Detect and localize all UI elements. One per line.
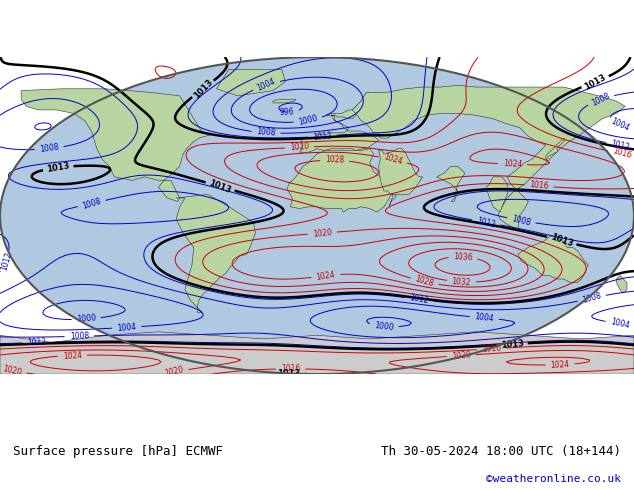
Text: 1016: 1016 [281, 365, 301, 373]
Text: Surface pressure [hPa] ECMWF: Surface pressure [hPa] ECMWF [13, 445, 223, 458]
Text: 1036: 1036 [453, 252, 473, 262]
Text: 1016: 1016 [611, 147, 632, 161]
Text: 1012: 1012 [0, 251, 13, 272]
Text: 1028: 1028 [414, 274, 435, 289]
Text: 1004: 1004 [609, 117, 631, 133]
Text: Th 30-05-2024 18:00 UTC (18+144): Th 30-05-2024 18:00 UTC (18+144) [381, 445, 621, 458]
Text: 1024: 1024 [550, 360, 570, 369]
Text: 1020: 1020 [164, 366, 184, 378]
Text: 1020: 1020 [313, 228, 332, 239]
Text: 1004: 1004 [474, 312, 495, 323]
Text: 1012: 1012 [313, 131, 332, 142]
Polygon shape [176, 195, 256, 313]
Polygon shape [486, 177, 507, 212]
Polygon shape [616, 275, 627, 293]
Text: 1013: 1013 [208, 178, 233, 195]
Polygon shape [0, 332, 634, 374]
Text: 1013: 1013 [46, 161, 70, 174]
Text: 996: 996 [280, 107, 295, 117]
Text: 1016: 1016 [529, 180, 549, 191]
Polygon shape [273, 99, 296, 103]
Text: 1000: 1000 [298, 114, 319, 127]
Text: 1012: 1012 [27, 338, 47, 347]
Text: 1013: 1013 [583, 73, 607, 91]
Text: 1004: 1004 [117, 322, 137, 333]
Polygon shape [353, 85, 625, 230]
Text: 1008: 1008 [511, 214, 532, 227]
Text: 1013: 1013 [500, 339, 524, 350]
Text: 1004: 1004 [256, 77, 277, 93]
Text: 1000: 1000 [76, 314, 96, 324]
Text: 1008: 1008 [81, 196, 102, 211]
Text: 1004: 1004 [609, 318, 630, 330]
Text: 1008: 1008 [256, 127, 276, 138]
Text: 1028: 1028 [325, 155, 344, 165]
Polygon shape [287, 148, 396, 212]
Text: 1020: 1020 [290, 142, 309, 152]
Text: 1008: 1008 [590, 91, 611, 108]
Text: ©weatheronline.co.uk: ©weatheronline.co.uk [486, 474, 621, 485]
Text: 1024: 1024 [382, 153, 403, 167]
Text: 1013: 1013 [191, 77, 214, 100]
Polygon shape [299, 92, 378, 152]
Polygon shape [518, 237, 588, 283]
Text: 1013: 1013 [277, 369, 301, 378]
Ellipse shape [0, 57, 634, 374]
Text: 1012: 1012 [409, 294, 429, 305]
Text: 1024: 1024 [503, 159, 522, 169]
Text: 1008: 1008 [39, 143, 60, 154]
Text: 1016: 1016 [481, 343, 501, 354]
Polygon shape [437, 166, 465, 201]
Text: 1024: 1024 [62, 350, 82, 361]
Polygon shape [217, 70, 285, 96]
Text: 1020: 1020 [451, 350, 472, 361]
Text: 1012: 1012 [476, 216, 496, 229]
Polygon shape [378, 148, 423, 195]
Text: 1008: 1008 [581, 291, 602, 305]
Polygon shape [546, 138, 566, 161]
Text: 1020: 1020 [3, 364, 23, 377]
Text: 1013: 1013 [549, 233, 574, 249]
Text: 1012: 1012 [609, 139, 630, 152]
Polygon shape [21, 89, 211, 201]
Text: 1032: 1032 [451, 277, 471, 287]
Text: 1024: 1024 [316, 270, 336, 282]
Text: 1008: 1008 [70, 331, 89, 341]
Text: 1000: 1000 [374, 320, 394, 332]
